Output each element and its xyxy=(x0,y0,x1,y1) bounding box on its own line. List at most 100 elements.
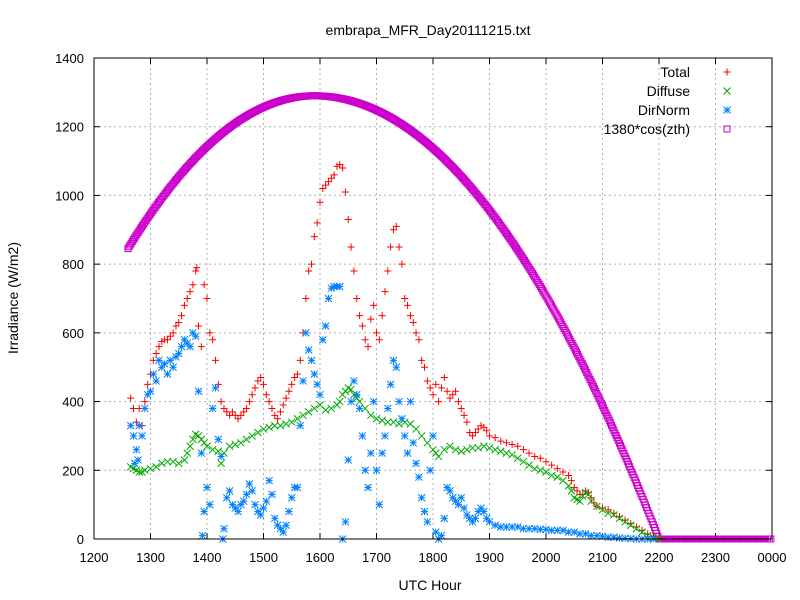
data-point xyxy=(186,288,194,296)
data-point xyxy=(392,363,401,372)
data-point xyxy=(152,462,161,471)
data-point xyxy=(304,346,313,354)
data-point xyxy=(463,445,471,454)
data-point xyxy=(587,378,595,386)
data-point xyxy=(403,449,412,457)
data-point xyxy=(321,406,330,415)
data-point xyxy=(578,359,586,367)
data-point xyxy=(279,528,288,536)
data-point xyxy=(429,432,437,440)
data-point xyxy=(412,329,420,337)
data-point xyxy=(296,356,304,364)
data-point xyxy=(198,531,207,540)
data-point xyxy=(138,432,146,440)
data-point xyxy=(214,435,223,444)
data-point xyxy=(177,342,186,351)
plot-marks xyxy=(124,92,775,543)
data-point xyxy=(593,390,601,398)
data-point xyxy=(437,384,445,392)
data-point xyxy=(451,445,460,454)
data-point xyxy=(352,390,361,399)
data-point xyxy=(355,397,364,406)
data-point xyxy=(519,446,527,454)
data-point xyxy=(217,452,225,461)
data-point xyxy=(282,420,290,428)
data-point xyxy=(189,435,197,444)
data-point xyxy=(508,450,516,459)
data-point xyxy=(321,322,330,330)
data-point xyxy=(412,425,420,433)
x-axis-label: UTC Hour xyxy=(398,577,461,593)
data-point xyxy=(573,348,581,356)
data-point xyxy=(454,398,462,406)
grid-lines xyxy=(94,58,772,539)
data-point xyxy=(243,404,251,412)
data-point xyxy=(287,418,296,427)
data-point xyxy=(155,356,163,365)
data-point xyxy=(361,466,370,475)
data-point xyxy=(369,397,378,406)
data-point xyxy=(491,434,499,442)
data-point xyxy=(200,507,209,516)
data-point xyxy=(364,343,372,351)
data-point xyxy=(285,387,293,395)
data-point xyxy=(383,418,392,427)
data-point xyxy=(248,391,256,399)
data-point xyxy=(576,497,584,506)
data-point xyxy=(603,411,611,419)
data-point xyxy=(316,390,324,399)
data-point xyxy=(609,511,618,519)
data-point xyxy=(471,514,480,523)
data-point xyxy=(581,529,590,538)
data-point xyxy=(186,442,194,451)
data-point xyxy=(268,404,276,412)
data-point xyxy=(285,507,293,516)
data-point xyxy=(576,529,584,538)
data-point xyxy=(163,457,172,466)
data-point xyxy=(189,281,197,289)
data-point xyxy=(381,288,389,296)
data-point xyxy=(378,312,386,320)
data-point xyxy=(378,449,387,457)
data-point xyxy=(262,391,270,399)
data-point xyxy=(604,414,612,422)
data-point xyxy=(307,356,316,365)
data-point xyxy=(452,387,460,395)
data-point xyxy=(169,329,177,337)
data-point xyxy=(157,459,166,468)
data-point xyxy=(146,464,155,473)
data-point xyxy=(183,449,192,457)
data-point xyxy=(358,432,367,440)
data-point xyxy=(435,398,443,406)
data-point xyxy=(591,385,599,393)
data-point xyxy=(169,363,177,372)
data-point xyxy=(355,404,364,413)
data-point xyxy=(209,336,217,344)
data-point xyxy=(366,411,375,420)
data-point xyxy=(400,432,409,440)
x-tick-label: 1300 xyxy=(136,550,165,565)
x-tick-label: 2100 xyxy=(588,550,617,565)
data-point xyxy=(597,399,605,407)
data-point xyxy=(344,215,352,223)
x-tick-label: 0000 xyxy=(758,550,787,565)
data-point xyxy=(423,438,432,447)
data-point xyxy=(553,465,561,473)
data-point xyxy=(299,411,307,420)
data-point xyxy=(268,490,276,499)
tick-labels: 1200 1300 1400 1500 1600 1700 1800 1900 2000 2100… xyxy=(55,51,786,565)
data-point xyxy=(205,500,214,509)
data-point xyxy=(217,398,225,406)
data-point xyxy=(356,312,364,320)
data-point xyxy=(598,532,607,541)
data-point xyxy=(571,346,579,354)
data-point xyxy=(231,440,240,449)
data-point xyxy=(197,343,205,351)
data-point xyxy=(531,453,539,461)
data-point xyxy=(206,329,214,337)
data-point xyxy=(586,375,594,383)
data-point xyxy=(392,222,400,230)
data-point xyxy=(279,401,287,409)
data-point xyxy=(350,377,358,385)
data-point xyxy=(567,337,575,345)
